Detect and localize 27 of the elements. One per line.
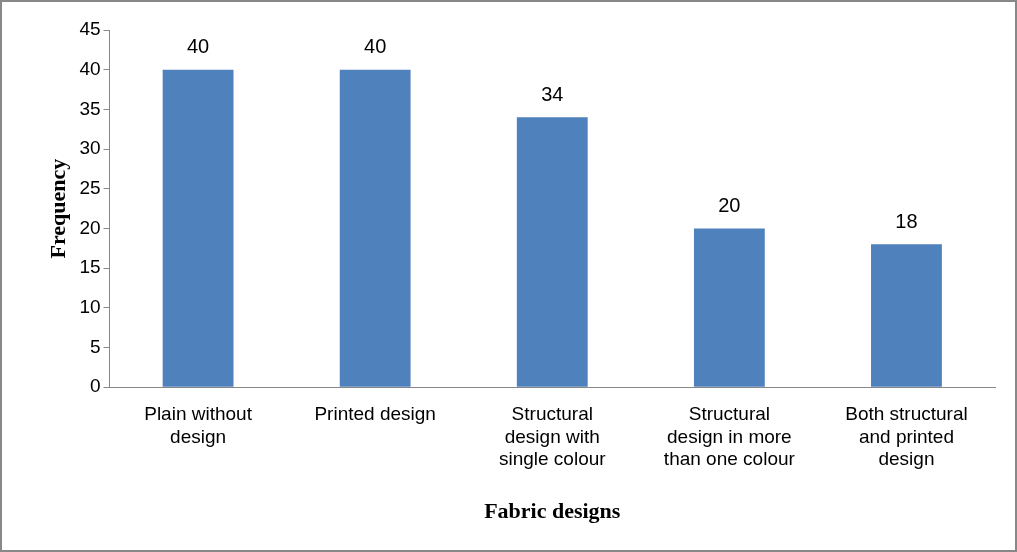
y-tick-label: 25 xyxy=(79,176,101,198)
bar xyxy=(516,117,588,387)
bar xyxy=(693,228,765,387)
y-tick-label: 10 xyxy=(79,296,101,318)
y-tick-label: 45 xyxy=(79,18,101,40)
x-tick-label: Plain without design xyxy=(144,402,253,447)
y-tick-label: 15 xyxy=(79,256,101,278)
x-tick-label: Both structural and printed design xyxy=(845,402,968,470)
bar xyxy=(162,69,234,387)
y-tick-label: 40 xyxy=(79,57,101,79)
data-label: 18 xyxy=(895,209,918,232)
bar xyxy=(871,244,942,387)
y-tick-label: 5 xyxy=(89,335,101,357)
y-tick-label: 20 xyxy=(79,216,101,238)
x-tick-label: Structural design with single colour xyxy=(498,402,607,470)
data-label: 40 xyxy=(186,35,210,58)
y-tick-label: 0 xyxy=(89,375,101,397)
y-tick-label: 35 xyxy=(79,97,101,119)
data-label: 34 xyxy=(541,82,564,105)
y-tick-label: 30 xyxy=(79,137,101,159)
data-label: 40 xyxy=(364,35,387,58)
data-label: 20 xyxy=(718,193,741,216)
x-tick-label: Printed design xyxy=(314,402,436,424)
y-axis-title: Frequency xyxy=(44,158,70,259)
bar xyxy=(339,69,411,387)
x-axis-title: Fabric designs xyxy=(484,498,621,524)
x-tick-label: Structural design in more than one colour xyxy=(663,402,796,470)
